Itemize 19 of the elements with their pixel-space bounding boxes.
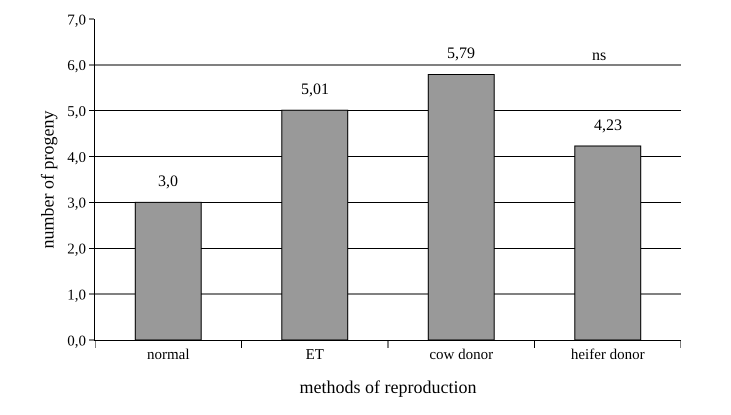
- y-tick-label: 7,0: [67, 12, 86, 28]
- y-tick-label: 1,0: [67, 287, 86, 304]
- y-tick-label: 6,0: [67, 58, 86, 74]
- x-axis-title: methods of reproduction: [300, 377, 476, 398]
- annotation: ns: [592, 47, 606, 64]
- data-label: 3,0: [158, 173, 178, 190]
- data-label: 4,23: [594, 117, 622, 134]
- y-tick-label: 2,0: [67, 242, 86, 258]
- y-tick-label: 5,0: [67, 104, 86, 120]
- data-label: 5,01: [301, 81, 329, 98]
- x-tick-label: heifer donor: [570, 347, 645, 363]
- x-tick-label: normal: [147, 347, 190, 363]
- y-tick-label: 4,0: [67, 150, 86, 166]
- data-label: 5,79: [447, 45, 475, 62]
- x-tick-label: ET: [306, 347, 324, 363]
- y-tick-label: 3,0: [67, 196, 86, 212]
- y-tick-label: 0,0: [67, 333, 86, 350]
- x-tick-label: cow donor: [429, 347, 494, 363]
- y-axis-title: number of progeny: [37, 110, 58, 248]
